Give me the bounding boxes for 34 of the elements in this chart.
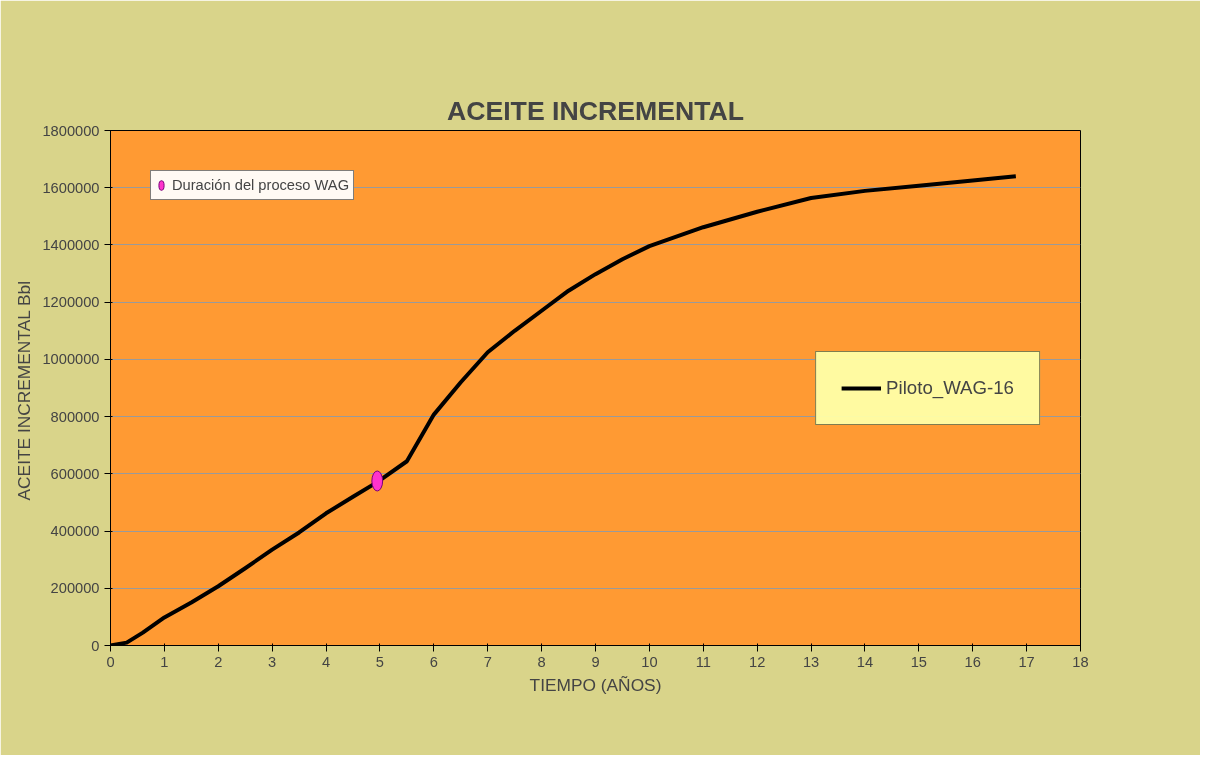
x-tick-label: 0 <box>106 653 115 670</box>
x-tick-label: 3 <box>268 653 277 670</box>
x-tick-label: 16 <box>964 653 981 670</box>
x-tick-label: 9 <box>591 653 600 670</box>
y-tick-label: 1800000 <box>42 122 100 139</box>
y-tick-label: 1200000 <box>42 294 100 311</box>
y-tick-label: 800000 <box>50 408 100 425</box>
y-tick-label: 0 <box>91 637 100 654</box>
legend-label: Piloto_WAG-16 <box>886 376 1014 399</box>
x-tick-label: 14 <box>856 653 874 670</box>
x-tick-label: 5 <box>375 653 385 670</box>
x-tick-label: 6 <box>429 653 438 670</box>
x-tick-label: 8 <box>537 653 546 670</box>
x-tick-label: 4 <box>321 653 331 670</box>
y-tick-label: 600000 <box>50 465 100 482</box>
x-tick-label: 17 <box>1018 653 1035 670</box>
y-tick-label: 200000 <box>50 580 100 597</box>
y-tick-label: 1600000 <box>42 179 100 196</box>
x-tick-label: 12 <box>749 653 766 670</box>
x-tick-label: 15 <box>910 653 927 670</box>
chart-title: ACEITE INCREMENTAL <box>446 95 745 126</box>
y-tick-label: 1000000 <box>42 351 100 368</box>
y-tick-label: 1400000 <box>42 236 100 253</box>
x-tick-label: 18 <box>1072 653 1089 670</box>
x-tick-label: 1 <box>160 653 169 670</box>
x-tick-label: 7 <box>483 653 492 670</box>
x-tick-label: 10 <box>641 653 658 670</box>
y-axis-title: ACEITE INCREMENTAL Bbl <box>14 280 35 501</box>
x-tick-label: 13 <box>802 653 820 670</box>
x-tick-label: 11 <box>695 653 711 670</box>
y-tick-label: 400000 <box>50 523 100 540</box>
x-axis-title: TIEMPO (AÑOS) <box>529 674 662 695</box>
x-tick-label: 2 <box>214 653 223 670</box>
legend-label: Duración del proceso WAG <box>172 177 350 193</box>
